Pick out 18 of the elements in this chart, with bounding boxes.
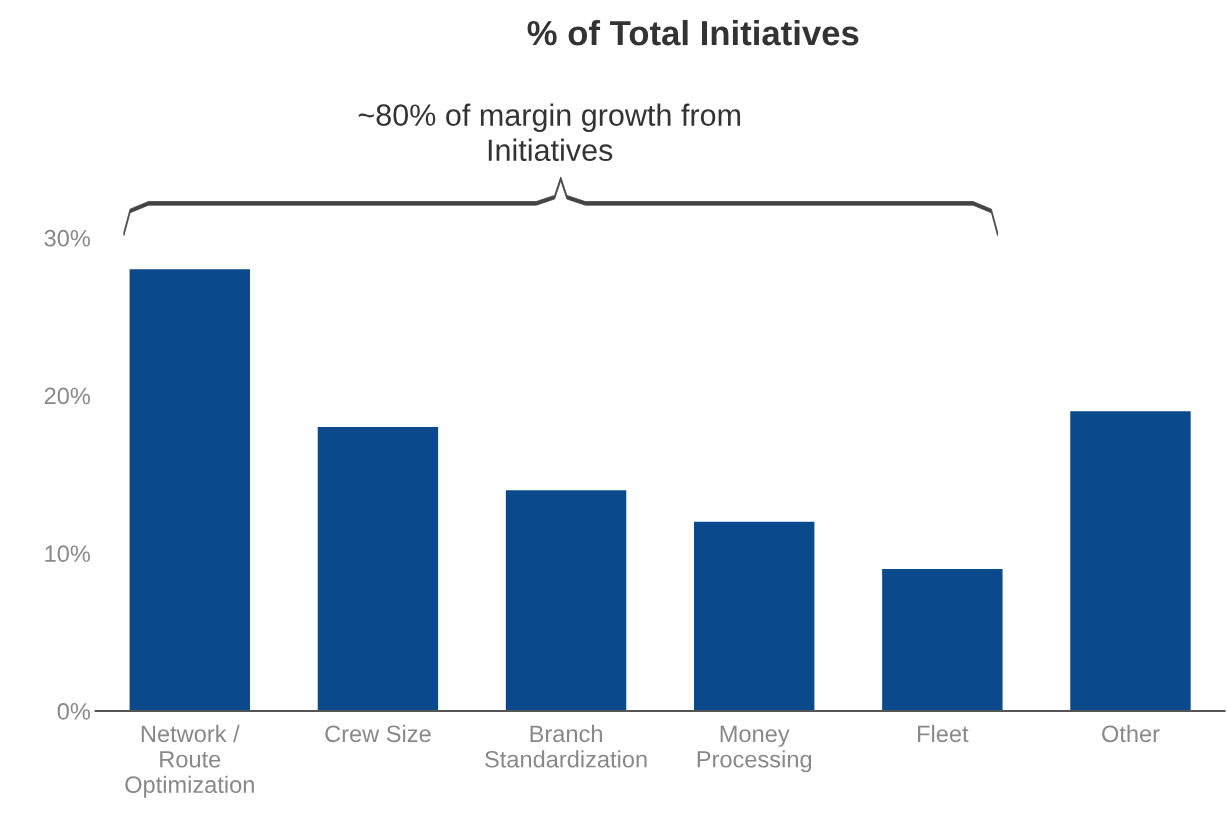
x-tick-label: Crew Size xyxy=(325,724,431,743)
x-tick-label: Fleet xyxy=(918,724,969,743)
x-tick-label: Other xyxy=(1102,724,1160,743)
y-tick-label: 30% xyxy=(44,229,91,247)
y-tick-label: 20% xyxy=(44,387,91,405)
bar xyxy=(693,521,815,711)
x-tick-label: Money Processing xyxy=(697,725,812,773)
x-tick-label: Branch Standardization xyxy=(485,724,647,768)
bar xyxy=(317,427,439,711)
chart-title: % of Total Initiatives xyxy=(527,19,859,46)
bar xyxy=(129,269,250,711)
text: ~80% of margin growth from Initiatives xyxy=(358,103,741,162)
bar xyxy=(505,490,627,711)
bar xyxy=(1070,411,1191,711)
bar xyxy=(882,569,1003,711)
y-tick-label: 10% xyxy=(45,545,91,563)
y-tick-label: 0% xyxy=(57,703,91,720)
x-tick-label: Network / Route Optimization xyxy=(125,724,254,798)
